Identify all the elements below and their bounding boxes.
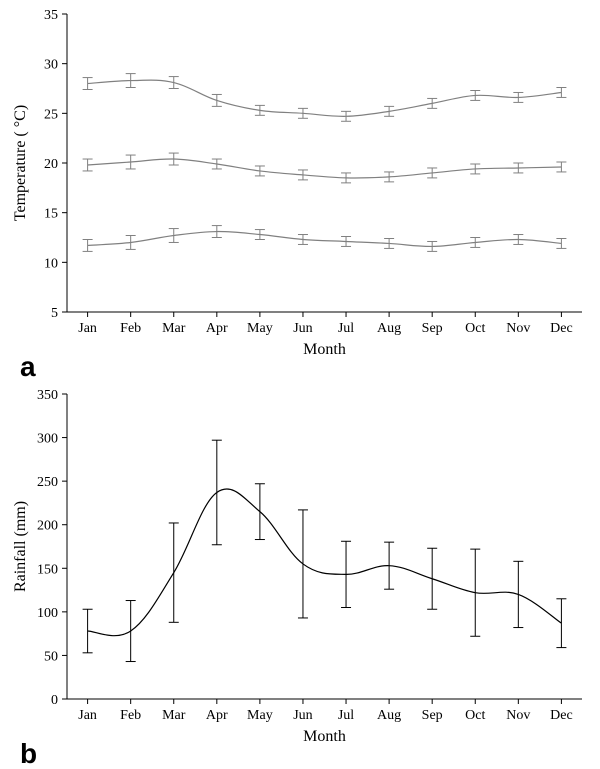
x-tick-label: Mar — [162, 708, 186, 723]
y-tick-label: 200 — [37, 519, 58, 534]
x-tick-label: Jun — [293, 708, 312, 723]
y-tick-label: 15 — [44, 207, 58, 222]
y-tick-label: 0 — [51, 693, 58, 708]
x-tick-label: Aug — [377, 321, 401, 336]
y-tick-label: 350 — [37, 388, 58, 403]
chart-a: 5 10 15 20 25 30 35 Jan Feb Mar Apr May Jun Jul Aug Sep… — [0, 0, 600, 382]
panel-label: a — [20, 351, 36, 382]
series-line-mean — [88, 159, 562, 178]
series-line-min — [88, 232, 562, 247]
x-tick-label: Sep — [422, 708, 443, 723]
y-axis-title: Rainfall (mm) — [12, 501, 29, 592]
x-tick-label: May — [247, 321, 273, 336]
y-tick-label: 150 — [37, 562, 58, 577]
x-tick-label: Apr — [206, 708, 228, 723]
y-tick-label: 5 — [51, 306, 58, 321]
x-tick-label: Feb — [120, 321, 141, 336]
y-tick-label: 35 — [44, 8, 58, 23]
chart-b: 0 50 100 150 200 250 300 350 Jan Feb Mar Apr May Jun J… — [0, 382, 600, 769]
chart-b-svg: 0 50 100 150 200 250 300 350 Jan Feb Mar Apr May Jun J… — [0, 382, 600, 769]
y-tick-label: 50 — [44, 649, 58, 664]
x-tick-label: Oct — [465, 321, 485, 336]
x-tick-label: Nov — [506, 708, 530, 723]
x-tick-label: Jan — [78, 708, 97, 723]
series-line-rainfall — [88, 489, 562, 636]
y-tick-label: 100 — [37, 606, 58, 621]
x-tick-label: Dec — [550, 708, 573, 723]
x-tick-label: Mar — [162, 321, 186, 336]
x-tick-label: Feb — [120, 708, 141, 723]
y-tick-label: 20 — [44, 157, 58, 172]
y-tick-label: 30 — [44, 58, 58, 73]
y-axis-title: Temperature ( °C) — [12, 105, 29, 221]
x-tick-label: Sep — [422, 321, 443, 336]
x-tick-label: Jul — [338, 708, 354, 723]
x-axis-title: Month — [303, 341, 346, 358]
x-axis-title: Month — [303, 728, 346, 745]
y-tick-label: 25 — [44, 107, 58, 122]
x-tick-label: Oct — [465, 708, 485, 723]
x-tick-label: Jul — [338, 321, 354, 336]
x-tick-label: Dec — [550, 321, 573, 336]
x-tick-label: May — [247, 708, 273, 723]
y-tick-label: 10 — [44, 256, 58, 271]
series-line-max — [88, 80, 562, 116]
x-tick-label: Jun — [293, 321, 312, 336]
x-tick-label: Jan — [78, 321, 97, 336]
x-tick-label: Apr — [206, 321, 228, 336]
y-tick-label: 300 — [37, 432, 58, 447]
page: 5 10 15 20 25 30 35 Jan Feb Mar Apr May Jun Jul Aug Sep… — [0, 0, 600, 769]
panel-label: b — [20, 738, 37, 769]
chart-a-svg: 5 10 15 20 25 30 35 Jan Feb Mar Apr May Jun Jul Aug Sep… — [0, 0, 600, 382]
y-tick-label: 250 — [37, 475, 58, 490]
x-tick-label: Nov — [506, 321, 530, 336]
x-tick-label: Aug — [377, 708, 401, 723]
